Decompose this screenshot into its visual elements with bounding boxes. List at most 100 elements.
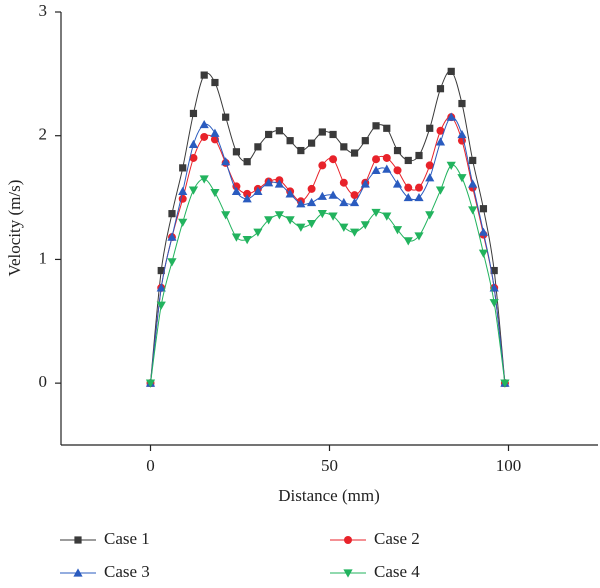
data-point xyxy=(468,179,478,188)
data-point xyxy=(403,237,413,246)
data-point xyxy=(188,139,199,148)
data-point xyxy=(222,113,230,121)
data-point xyxy=(339,197,349,207)
data-point xyxy=(210,128,220,137)
data-point xyxy=(383,124,391,132)
data-point xyxy=(296,223,306,232)
data-point xyxy=(145,379,156,388)
data-point xyxy=(156,301,166,310)
data-point xyxy=(231,186,242,195)
data-point xyxy=(436,85,445,93)
data-point xyxy=(199,175,209,184)
legend-marker xyxy=(73,568,83,577)
data-point xyxy=(178,218,188,227)
data-point xyxy=(415,183,423,192)
data-point xyxy=(447,67,455,75)
data-point xyxy=(446,112,456,121)
data-point xyxy=(254,143,262,151)
data-point xyxy=(242,236,252,245)
data-point xyxy=(469,156,477,165)
data-point xyxy=(168,210,176,218)
data-point xyxy=(361,137,369,145)
data-point xyxy=(274,179,284,188)
legend-marker xyxy=(344,536,352,544)
data-point xyxy=(264,216,274,225)
data-point xyxy=(307,197,317,207)
data-point xyxy=(156,283,166,292)
data-point xyxy=(426,124,434,132)
y-tick-label: 0 xyxy=(39,372,48,391)
data-point xyxy=(349,197,360,207)
data-point xyxy=(340,143,348,151)
data-point xyxy=(318,128,326,136)
data-point xyxy=(490,266,498,275)
data-point xyxy=(328,190,338,199)
data-point xyxy=(435,137,446,146)
series-line xyxy=(150,116,506,384)
data-point xyxy=(435,186,446,195)
data-point xyxy=(317,210,327,219)
data-point xyxy=(329,130,337,139)
data-point xyxy=(392,226,403,235)
data-point xyxy=(371,165,381,174)
y-axis-label: Velocity (m/s) xyxy=(5,180,24,277)
data-point xyxy=(479,205,488,213)
x-tick-label: 100 xyxy=(496,456,522,475)
data-point xyxy=(339,178,348,187)
data-point xyxy=(350,191,359,200)
legend-marker xyxy=(343,569,353,578)
data-point xyxy=(189,153,198,162)
data-point xyxy=(308,139,316,147)
data-point xyxy=(382,153,391,162)
data-point xyxy=(328,212,338,221)
data-point xyxy=(157,266,165,275)
data-point xyxy=(329,155,338,164)
data-point xyxy=(307,219,317,229)
data-point xyxy=(458,99,466,108)
data-point xyxy=(478,227,489,236)
data-point xyxy=(403,192,413,202)
x-tick-label: 0 xyxy=(146,456,155,475)
data-point xyxy=(243,158,251,166)
x-tick-label: 50 xyxy=(321,456,338,475)
data-point xyxy=(211,78,219,87)
data-point xyxy=(221,157,231,166)
data-point xyxy=(457,129,467,139)
legend-label: Case 4 xyxy=(374,562,420,581)
data-point xyxy=(339,223,349,232)
data-point xyxy=(221,211,231,220)
data-point xyxy=(200,132,209,141)
data-point xyxy=(253,186,263,195)
data-point xyxy=(468,206,478,215)
data-point xyxy=(179,164,187,172)
data-point xyxy=(393,166,402,175)
data-point xyxy=(243,189,252,198)
data-point xyxy=(478,249,489,258)
data-point xyxy=(382,212,392,221)
data-point xyxy=(285,189,295,198)
data-point xyxy=(199,119,209,129)
data-point xyxy=(489,299,499,308)
data-point xyxy=(425,173,435,182)
data-point xyxy=(296,199,306,208)
data-point xyxy=(167,258,177,267)
data-point xyxy=(232,148,241,156)
data-point xyxy=(285,216,295,225)
legend-label: Case 2 xyxy=(374,529,420,548)
data-point xyxy=(307,184,316,193)
data-point xyxy=(500,379,510,388)
data-point xyxy=(350,149,359,157)
series-line xyxy=(150,116,506,384)
legend-label: Case 3 xyxy=(104,562,150,581)
legend-marker xyxy=(74,536,82,544)
data-point xyxy=(286,137,294,145)
data-point xyxy=(167,232,177,241)
data-point xyxy=(372,155,381,164)
data-point xyxy=(371,208,381,218)
data-point xyxy=(392,179,403,188)
data-point xyxy=(404,183,413,192)
data-point xyxy=(210,189,220,198)
y-tick-label: 1 xyxy=(39,248,48,267)
data-point xyxy=(178,186,188,195)
data-point xyxy=(382,164,392,173)
